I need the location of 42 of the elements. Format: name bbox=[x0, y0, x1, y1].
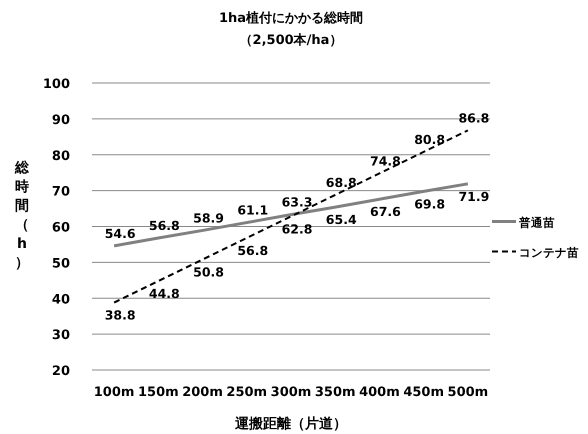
x-tick-label: 350m bbox=[314, 385, 356, 400]
data-label: 80.8 bbox=[414, 132, 446, 147]
x-tick-label: 200m bbox=[182, 385, 223, 400]
data-label: 63.3 bbox=[282, 194, 312, 210]
y-tick-label: 40 bbox=[52, 292, 70, 308]
data-label: 69.8 bbox=[414, 196, 446, 212]
data-label: 65.4 bbox=[326, 212, 357, 228]
x-tick-label: 450m bbox=[403, 385, 444, 400]
data-label: 86.8 bbox=[458, 110, 490, 126]
data-label: 56.8 bbox=[237, 242, 268, 258]
y-tick-label: 60 bbox=[52, 220, 70, 236]
x-tick-label: 150m bbox=[138, 385, 179, 400]
legend-label: コンテナ苗 bbox=[519, 246, 579, 260]
y-tick-label: 20 bbox=[52, 364, 70, 379]
legend-label: 普通苗 bbox=[518, 216, 555, 230]
data-label: 38.8 bbox=[104, 308, 136, 323]
chart-subtitle: （2,500本/ha） bbox=[240, 33, 342, 48]
chart-title: 1ha植付にかかる総時間 bbox=[218, 11, 364, 26]
data-label: 61.1 bbox=[237, 202, 268, 218]
y-tick-label: 100 bbox=[42, 77, 70, 92]
data-label: 56.8 bbox=[148, 218, 180, 233]
y-tick-label: 30 bbox=[52, 328, 70, 344]
data-label: 44.8 bbox=[148, 286, 180, 302]
y-tick-label: 80 bbox=[52, 148, 70, 164]
x-tick-label: 100m bbox=[94, 385, 134, 400]
data-label: 50.8 bbox=[193, 264, 224, 280]
data-label: 71.9 bbox=[458, 188, 490, 204]
data-label: 54.6 bbox=[104, 226, 136, 241]
data-label: 62.8 bbox=[282, 221, 312, 236]
y-tick-label: 70 bbox=[52, 184, 70, 200]
x-tick-label: 250m bbox=[226, 385, 268, 400]
y-tick-label: 50 bbox=[52, 256, 70, 272]
data-label: 58.9 bbox=[193, 210, 224, 226]
data-label: 68.8 bbox=[326, 174, 357, 190]
data-label: 74.8 bbox=[370, 153, 401, 168]
data-label: 67.6 bbox=[370, 204, 402, 220]
x-tick-label: 400m bbox=[359, 385, 400, 400]
y-tick-label: 90 bbox=[52, 112, 70, 128]
x-tick-label: 500m bbox=[448, 385, 488, 400]
y-axis-title: 総時間（h） bbox=[14, 160, 30, 271]
x-tick-label: 300m bbox=[270, 385, 312, 400]
x-axis-title: 運搬距離（片道） bbox=[234, 416, 347, 432]
